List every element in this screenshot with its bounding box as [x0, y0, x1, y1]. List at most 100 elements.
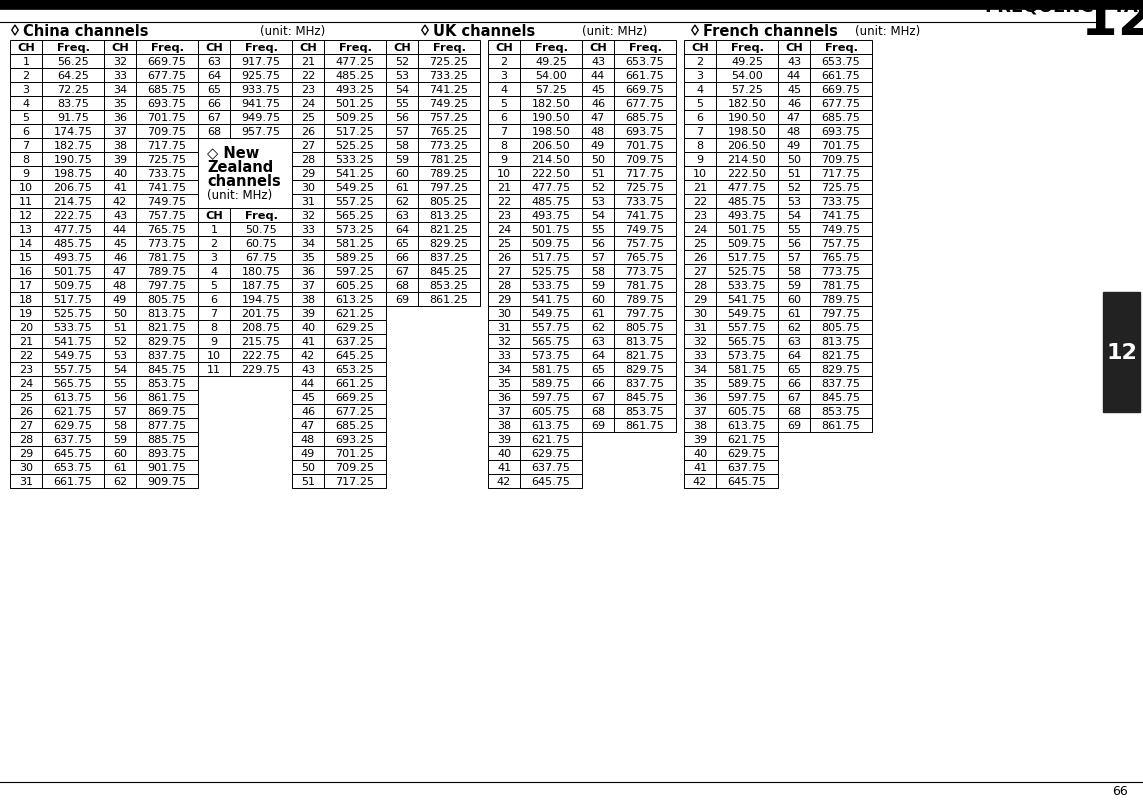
Text: UK channels: UK channels — [433, 23, 535, 38]
Text: Freq.: Freq. — [151, 43, 184, 53]
Text: 57: 57 — [113, 407, 127, 416]
Text: 757.25: 757.25 — [430, 113, 469, 123]
Text: 69: 69 — [786, 420, 801, 431]
Bar — [582, 404, 676, 419]
Bar — [104, 321, 198, 334]
Text: 501.25: 501.25 — [336, 99, 375, 109]
Text: 797.75: 797.75 — [625, 309, 664, 318]
Text: 46: 46 — [786, 99, 801, 109]
Text: 27: 27 — [497, 267, 511, 277]
Bar — [104, 209, 198, 223]
Bar — [198, 125, 291, 139]
Bar — [10, 83, 104, 97]
Text: 2: 2 — [210, 239, 217, 249]
Text: 43: 43 — [591, 57, 605, 67]
Text: 54.00: 54.00 — [732, 71, 762, 81]
Text: 621.75: 621.75 — [54, 407, 93, 416]
Bar — [684, 41, 778, 55]
Text: 4: 4 — [210, 267, 217, 277]
Bar — [582, 153, 676, 167]
Text: 28: 28 — [693, 281, 708, 290]
Bar — [104, 180, 198, 195]
Text: 757.75: 757.75 — [625, 239, 664, 249]
Text: 10: 10 — [497, 168, 511, 179]
Bar — [684, 419, 778, 432]
Text: 477.75: 477.75 — [531, 183, 570, 192]
Text: 6: 6 — [23, 127, 30, 137]
Text: 709.25: 709.25 — [336, 463, 375, 472]
Bar — [291, 97, 386, 111]
Text: ◇ New: ◇ New — [207, 145, 259, 160]
Bar — [104, 460, 198, 475]
Text: 37: 37 — [113, 127, 127, 137]
Text: 26: 26 — [497, 253, 511, 263]
Text: 57: 57 — [395, 127, 409, 137]
Text: CH: CH — [589, 43, 607, 53]
Text: 23: 23 — [693, 211, 708, 221]
Bar — [488, 251, 582, 265]
Bar — [386, 69, 480, 83]
Text: 24: 24 — [693, 225, 708, 235]
Bar — [10, 97, 104, 111]
Text: 60: 60 — [113, 448, 127, 459]
Bar — [684, 209, 778, 223]
Bar — [488, 460, 582, 475]
Text: 693.75: 693.75 — [822, 127, 861, 137]
Text: 637.75: 637.75 — [728, 463, 767, 472]
Text: 37: 37 — [301, 281, 315, 290]
Text: 525.75: 525.75 — [728, 267, 767, 277]
Text: 805.75: 805.75 — [822, 322, 861, 333]
Text: 765.75: 765.75 — [147, 225, 186, 235]
Text: 853.75: 853.75 — [147, 379, 186, 388]
Text: 509.75: 509.75 — [531, 239, 570, 249]
Text: 42: 42 — [497, 476, 511, 486]
Text: 733.75: 733.75 — [625, 196, 664, 207]
Bar — [386, 41, 480, 55]
Text: 541.25: 541.25 — [336, 168, 375, 179]
Bar — [488, 321, 582, 334]
Text: 573.75: 573.75 — [728, 350, 767, 361]
Bar — [488, 69, 582, 83]
Bar — [10, 209, 104, 223]
Bar — [582, 265, 676, 278]
Text: 645.75: 645.75 — [728, 476, 767, 486]
Bar — [386, 223, 480, 237]
Text: 829.25: 829.25 — [430, 239, 469, 249]
Text: Freq.: Freq. — [56, 43, 89, 53]
Bar — [582, 376, 676, 391]
Text: 717.25: 717.25 — [336, 476, 375, 486]
Text: 725.75: 725.75 — [625, 183, 664, 192]
Bar — [10, 278, 104, 293]
Bar — [291, 404, 386, 419]
Bar — [778, 278, 872, 293]
Text: 669.75: 669.75 — [822, 85, 861, 95]
Text: 38: 38 — [301, 294, 315, 305]
Bar — [582, 306, 676, 321]
Text: 813.75: 813.75 — [625, 337, 664, 346]
Text: CH: CH — [17, 43, 35, 53]
Text: 669.75: 669.75 — [625, 85, 664, 95]
Bar — [778, 391, 872, 404]
Bar — [778, 209, 872, 223]
Text: 24: 24 — [301, 99, 315, 109]
Text: 533.75: 533.75 — [531, 281, 570, 290]
Text: 589.75: 589.75 — [727, 379, 767, 388]
Bar — [582, 293, 676, 306]
Bar — [104, 237, 198, 251]
Bar — [582, 41, 676, 55]
Text: 38: 38 — [693, 420, 708, 431]
Bar — [291, 293, 386, 306]
Text: 845.75: 845.75 — [625, 392, 664, 403]
Text: 637.75: 637.75 — [54, 435, 93, 444]
Bar — [582, 83, 676, 97]
Text: 15: 15 — [19, 253, 33, 263]
Bar — [778, 237, 872, 251]
Text: 68: 68 — [395, 281, 409, 290]
Bar — [582, 209, 676, 223]
Text: 933.75: 933.75 — [241, 85, 280, 95]
Bar — [104, 55, 198, 69]
Text: 214.50: 214.50 — [531, 155, 570, 164]
Bar — [10, 195, 104, 209]
Text: 3: 3 — [501, 71, 507, 81]
Text: 541.75: 541.75 — [728, 294, 767, 305]
